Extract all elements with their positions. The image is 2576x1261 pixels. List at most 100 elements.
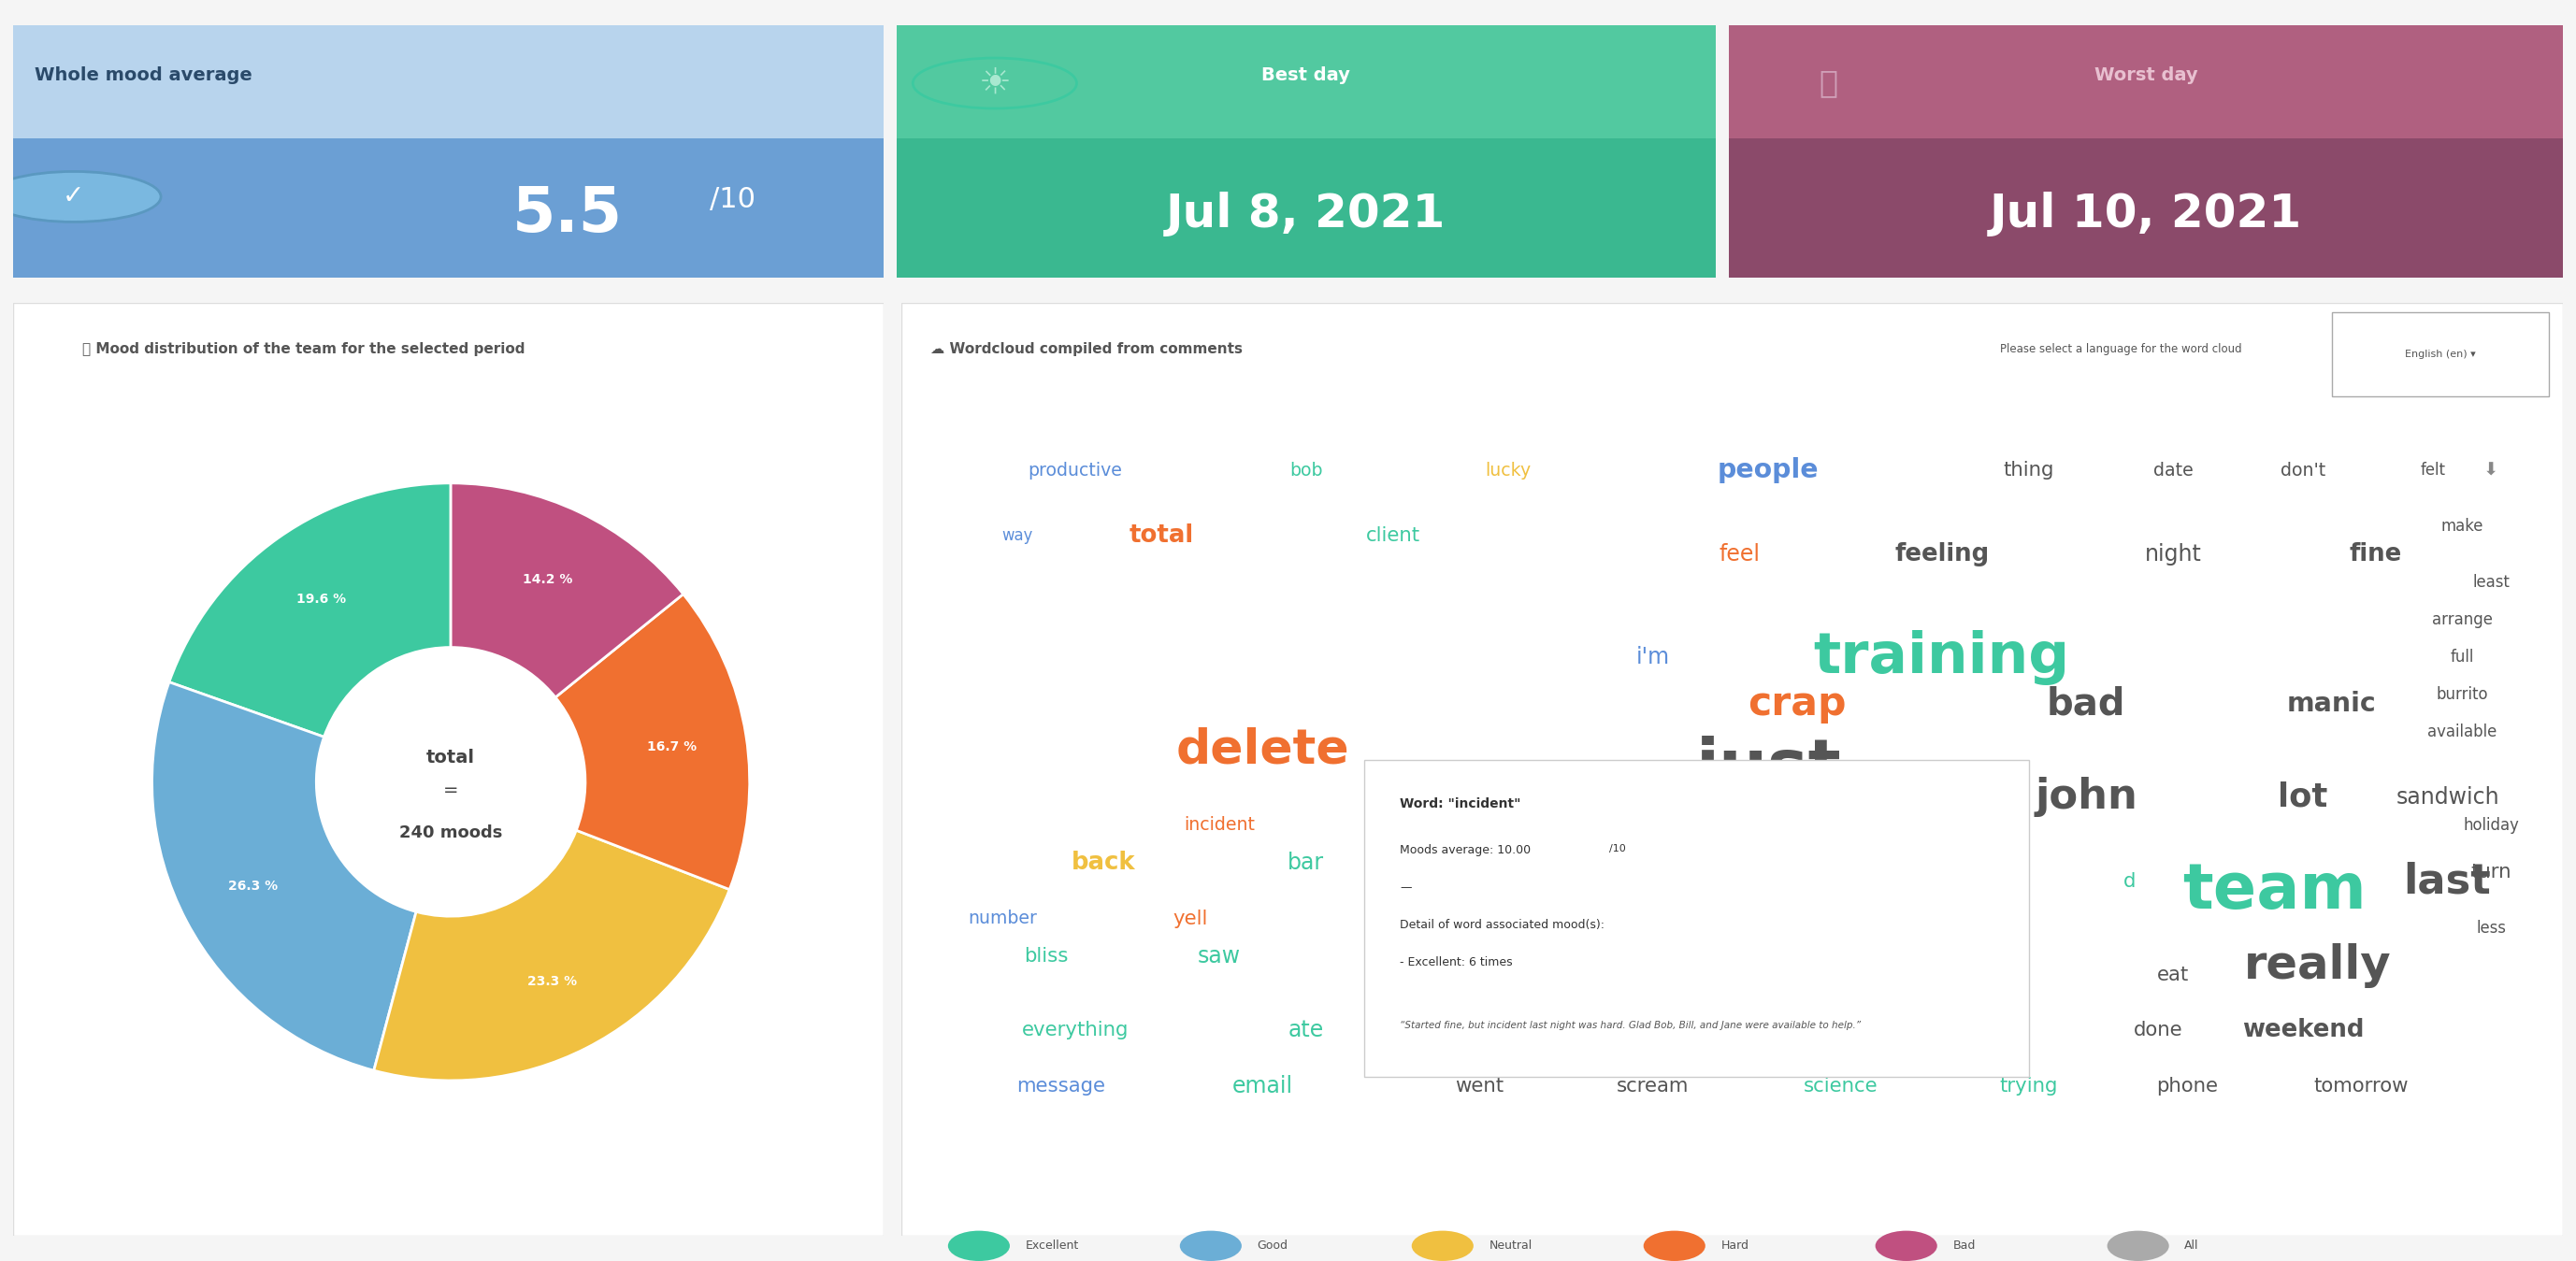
- Text: delete: delete: [1177, 728, 1350, 774]
- Text: Hard: Hard: [775, 724, 811, 738]
- Text: don't: don't: [2280, 462, 2326, 479]
- Text: Detail of word associated mood(s):: Detail of word associated mood(s):: [1401, 918, 1605, 931]
- Text: available: available: [2427, 724, 2496, 740]
- Text: scream: scream: [1618, 1077, 1690, 1096]
- Text: Good: Good: [121, 928, 160, 942]
- Text: bad: bad: [2048, 685, 2125, 723]
- Text: arrange: arrange: [2432, 612, 2494, 628]
- Text: really: really: [2244, 943, 2391, 987]
- Text: total: total: [428, 749, 474, 767]
- Text: people: people: [1718, 458, 1819, 484]
- Text: productive: productive: [1028, 462, 1123, 479]
- FancyBboxPatch shape: [1728, 139, 2563, 277]
- Text: enjoy: enjoy: [1929, 961, 2012, 987]
- Text: back: back: [1072, 850, 1136, 875]
- Text: i'm: i'm: [1636, 646, 1669, 668]
- Text: recharged: recharged: [1481, 1019, 1620, 1043]
- Text: Bad: Bad: [1953, 1240, 1976, 1252]
- Text: bar: bar: [1288, 851, 1324, 874]
- Text: manic: manic: [2287, 691, 2378, 718]
- Text: let': let': [1795, 965, 1826, 984]
- Text: ✓: ✓: [62, 184, 85, 209]
- Text: relaxing: relaxing: [1911, 1019, 2002, 1042]
- Text: eat: eat: [2156, 965, 2190, 984]
- Text: email: email: [1231, 1076, 1293, 1097]
- Text: just: just: [1695, 736, 1842, 802]
- Text: Neutral: Neutral: [600, 1068, 654, 1081]
- Text: fine: fine: [2349, 542, 2401, 566]
- Text: sandwich: sandwich: [2396, 786, 2499, 808]
- Wedge shape: [170, 483, 451, 736]
- Text: Word: "incident": Word: "incident": [1401, 797, 1522, 811]
- Text: last: last: [2403, 861, 2491, 902]
- FancyBboxPatch shape: [13, 139, 884, 277]
- Text: bob: bob: [1291, 462, 1321, 479]
- Text: Bad: Bad: [592, 479, 621, 492]
- Text: Whole mood average: Whole mood average: [33, 67, 252, 84]
- Text: d: d: [2123, 871, 2136, 890]
- Text: English (en) ▾: English (en) ▾: [2406, 349, 2476, 358]
- Text: done: done: [2133, 1021, 2184, 1040]
- Text: training: training: [1814, 629, 2071, 685]
- Text: holiday: holiday: [2463, 817, 2519, 834]
- Text: lucky: lucky: [1486, 462, 1530, 479]
- Text: 16.7 %: 16.7 %: [647, 740, 698, 754]
- Circle shape: [0, 171, 160, 222]
- Text: less: less: [2476, 919, 2506, 936]
- Text: weekend: weekend: [2241, 1019, 2365, 1043]
- Text: ⬇: ⬇: [2483, 462, 2499, 479]
- Text: Best day: Best day: [1262, 67, 1350, 84]
- Text: 240 moods: 240 moods: [399, 825, 502, 841]
- Text: Please select a language for the word cloud: Please select a language for the word cl…: [1999, 343, 2241, 356]
- Text: full: full: [2450, 649, 2473, 666]
- Text: add: add: [1489, 854, 1528, 871]
- Text: call: call: [1780, 1021, 1814, 1040]
- Text: saw: saw: [1198, 944, 1242, 967]
- Text: “Started fine, but incident last night was hard. Glad Bob, Bill, and Jane were a: “Started fine, but incident last night w…: [1401, 1021, 1860, 1030]
- Text: =: =: [443, 782, 459, 799]
- Text: everything: everything: [1023, 1021, 1128, 1040]
- FancyBboxPatch shape: [2331, 311, 2548, 396]
- Text: ate: ate: [1288, 1019, 1324, 1042]
- Text: thing: thing: [2004, 462, 2053, 480]
- Text: Moods average: 10.00: Moods average: 10.00: [1401, 844, 1530, 856]
- Text: team: team: [2182, 860, 2367, 922]
- Text: ☁ Wordcloud compiled from comments: ☁ Wordcloud compiled from comments: [930, 342, 1242, 357]
- Text: 19.6 %: 19.6 %: [296, 593, 345, 605]
- Text: Neutral: Neutral: [1489, 1240, 1533, 1252]
- Text: Jul 8, 2021: Jul 8, 2021: [1167, 192, 1445, 237]
- Text: - Excellent: 6 times: - Excellent: 6 times: [1401, 956, 1512, 968]
- Text: 🔵 Mood distribution of the team for the selected period: 🔵 Mood distribution of the team for the …: [82, 342, 526, 357]
- Text: felt: felt: [2421, 463, 2445, 479]
- FancyBboxPatch shape: [896, 139, 1716, 277]
- Text: 26.3 %: 26.3 %: [227, 880, 278, 893]
- Text: number: number: [969, 909, 1038, 927]
- Text: john: john: [2035, 777, 2138, 817]
- Text: Hard: Hard: [1721, 1240, 1749, 1252]
- Text: progress: progress: [1425, 955, 1623, 994]
- FancyBboxPatch shape: [896, 25, 1716, 139]
- Text: least: least: [2473, 574, 2509, 591]
- Text: crap: crap: [1749, 685, 1847, 724]
- Text: feel: feel: [1718, 543, 1759, 566]
- Text: /10: /10: [1610, 844, 1625, 854]
- Text: went: went: [1455, 1077, 1504, 1096]
- Text: Jul 10, 2021: Jul 10, 2021: [1989, 192, 2303, 237]
- Text: 🌧: 🌧: [1819, 68, 1839, 98]
- Text: 3: 3: [1646, 870, 1659, 893]
- Text: message: message: [1015, 1077, 1105, 1096]
- Text: client: client: [1365, 527, 1419, 545]
- Text: All: All: [2184, 1240, 2200, 1252]
- Wedge shape: [152, 682, 417, 1071]
- Text: Excellent: Excellent: [193, 507, 260, 520]
- Text: night: night: [2146, 543, 2202, 566]
- Text: 14.2 %: 14.2 %: [523, 572, 572, 586]
- FancyBboxPatch shape: [13, 25, 884, 139]
- Text: lot: lot: [2277, 782, 2329, 813]
- Wedge shape: [374, 830, 729, 1081]
- FancyBboxPatch shape: [1728, 25, 2563, 139]
- Text: good: good: [1759, 854, 1922, 909]
- Text: Good: Good: [1257, 1240, 1288, 1252]
- Text: 23.3 %: 23.3 %: [528, 975, 577, 989]
- Text: incident: incident: [1185, 816, 1255, 834]
